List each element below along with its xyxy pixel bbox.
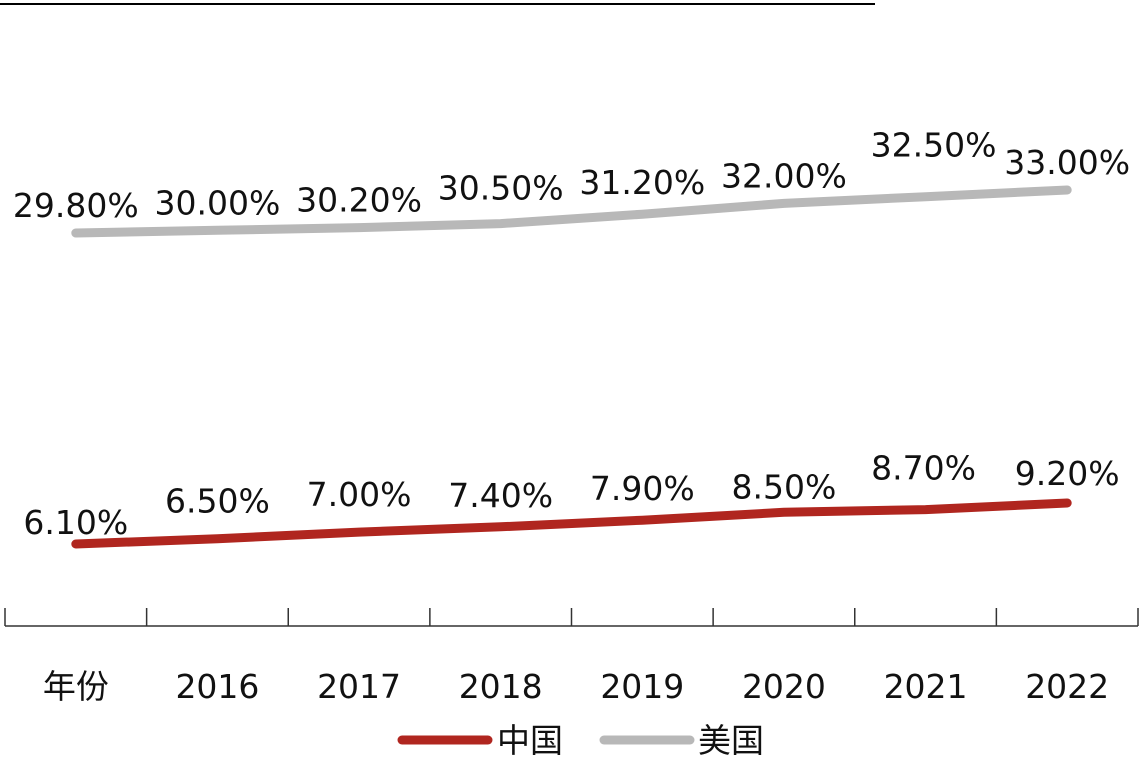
x-tick-label: 年份 — [43, 667, 109, 706]
data-label: 32.50% — [871, 126, 997, 165]
data-label: 8.70% — [871, 449, 976, 488]
x-tick-label: 2019 — [600, 667, 684, 706]
data-label: 6.50% — [165, 482, 270, 521]
x-tick-label: 2022 — [1025, 667, 1109, 706]
x-tick-label: 2021 — [884, 667, 968, 706]
x-tick-label: 2016 — [175, 667, 259, 706]
data-label-layer: 6.10% 6.50% 7.00% 7.40% 7.90% 8.50% 8.70% 9.20%… — [13, 126, 1130, 542]
data-label: 8.50% — [732, 467, 837, 506]
x-tick-label: 2018 — [459, 667, 543, 706]
legend-label-usa: 美国 — [698, 721, 764, 760]
series-line-1 — [71, 185, 1072, 238]
data-label: 7.40% — [448, 476, 553, 515]
data-label: 9.20% — [1015, 454, 1120, 493]
legend-label-china: 中国 — [497, 721, 563, 760]
data-label: 30.20% — [296, 181, 422, 220]
data-label: 30.50% — [438, 169, 564, 208]
x-axis: 年份 2016 2017 2018 2019 2020 2021 2022 — [4, 608, 1139, 706]
legend: 中国 美国 — [397, 721, 764, 760]
data-label: 33.00% — [1004, 143, 1130, 182]
x-tick-label: 2020 — [742, 667, 826, 706]
x-tick-label: 2017 — [317, 667, 401, 706]
data-label: 30.00% — [155, 183, 281, 222]
data-label: 32.00% — [721, 156, 847, 195]
data-label: 6.10% — [23, 503, 128, 542]
data-label: 29.80% — [13, 186, 139, 225]
series-layer — [71, 185, 1072, 549]
data-label: 7.90% — [590, 469, 695, 508]
series-line-0 — [71, 498, 1072, 549]
data-label: 31.20% — [579, 163, 705, 202]
data-label: 7.00% — [307, 475, 412, 514]
